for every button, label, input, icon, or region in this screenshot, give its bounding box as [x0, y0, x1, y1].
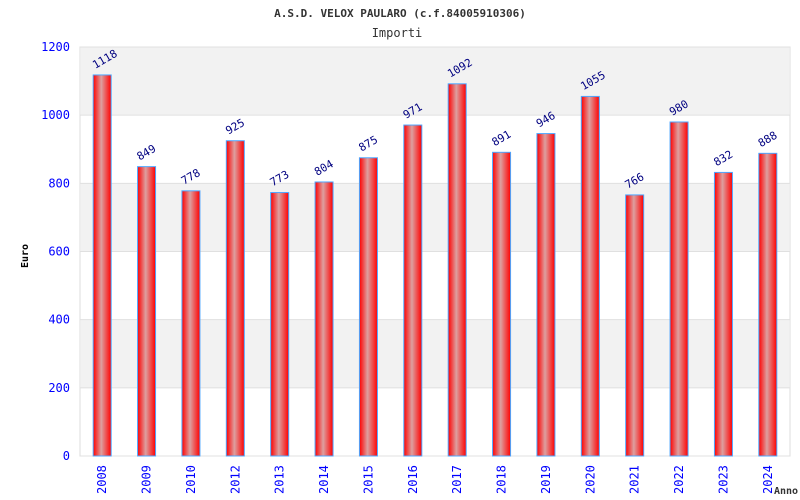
x-tick-label: 2021: [628, 465, 642, 494]
y-tick-label: 1200: [41, 40, 70, 54]
x-tick-label: 2012: [228, 465, 242, 494]
bar: [492, 151, 512, 457]
x-tick-label: 2023: [716, 465, 730, 494]
x-tick-label: 2008: [95, 465, 109, 494]
x-tick-label: 2009: [140, 465, 154, 494]
x-tick-label: 2010: [184, 465, 198, 494]
x-axis-label: Anno: [774, 486, 798, 497]
bar: [625, 194, 645, 457]
y-tick-label: 0: [63, 449, 70, 463]
x-tick-label: 2018: [495, 465, 509, 494]
y-tick-label: 800: [48, 176, 70, 190]
bar: [669, 121, 689, 457]
y-axis-label: Euro: [20, 244, 31, 268]
bar: [713, 171, 733, 457]
x-tick-label: 2016: [406, 465, 420, 494]
x-tick-label: 2015: [361, 465, 375, 494]
y-tick-label: 600: [48, 245, 70, 259]
bar: [181, 190, 201, 457]
y-tick-label: 1000: [41, 108, 70, 122]
x-tick-label: 2019: [539, 465, 553, 494]
bar: [758, 152, 778, 457]
chart-subtitle: Importi: [372, 26, 423, 40]
grid-band: [81, 47, 789, 116]
x-tick-label: 2013: [273, 465, 287, 494]
x-tick-label: 2024: [761, 465, 775, 494]
x-tick-label: 2017: [450, 465, 464, 494]
y-tick-label: 400: [48, 313, 70, 327]
bar: [270, 192, 290, 457]
x-tick-label: 2022: [672, 465, 686, 494]
y-tick-label: 200: [48, 381, 70, 395]
bar: [225, 140, 245, 457]
bar: [447, 83, 467, 457]
x-tick-label: 2014: [317, 465, 331, 494]
chart-title: A.S.D. VELOX PAULARO (c.f.84005910306): [274, 7, 526, 20]
bar: [92, 74, 112, 457]
x-tick-label: 2020: [583, 465, 597, 494]
bar: [403, 124, 423, 457]
bar: [314, 181, 334, 457]
bar: [358, 157, 378, 457]
bar: [137, 166, 157, 457]
bar: [580, 95, 600, 457]
bar: [536, 133, 556, 457]
